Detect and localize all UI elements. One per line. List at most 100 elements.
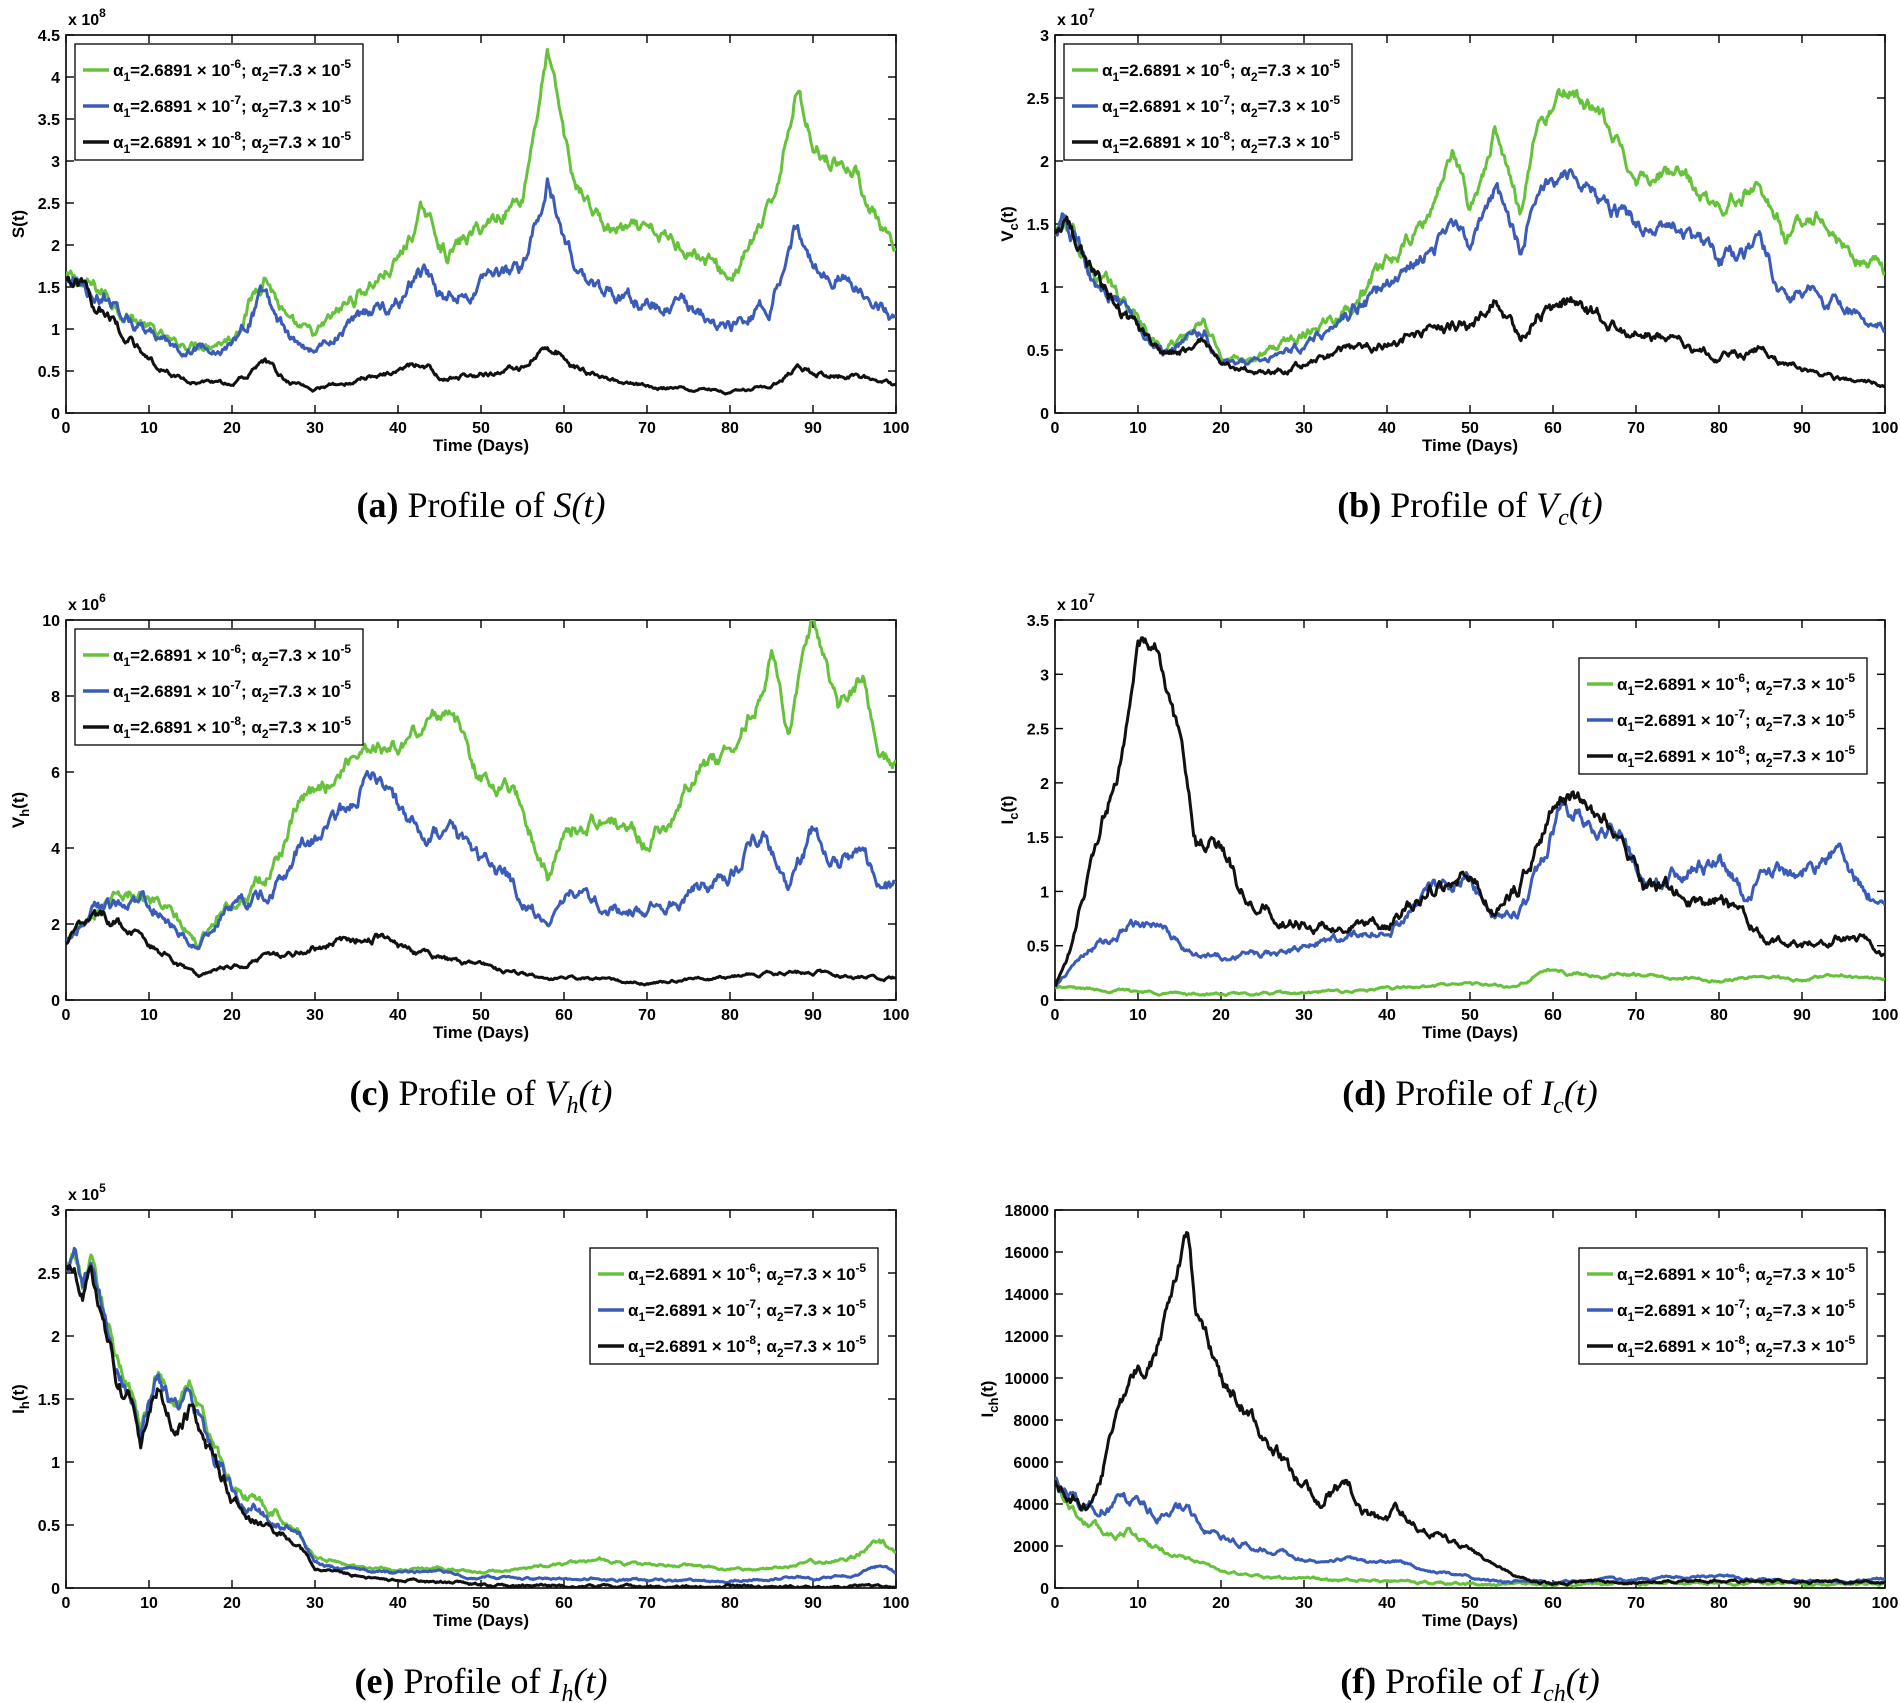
exp-a1: -8: [745, 1333, 756, 1347]
coef: =2.6891: [1634, 1301, 1696, 1320]
legend-box: [1578, 657, 1868, 775]
sub-1: 1: [1627, 1346, 1634, 1360]
sub-2: 2: [777, 1346, 784, 1360]
caption-sub: c: [1558, 505, 1569, 531]
y-tick-label: 1: [1040, 884, 1049, 901]
y-axis-label: Vh(t): [9, 792, 32, 828]
y-tick-label: 3: [51, 1203, 60, 1220]
exp-a2: -5: [1844, 743, 1855, 757]
alpha: α: [113, 61, 124, 80]
x-tick-label: 20: [1212, 420, 1230, 437]
times-ten-2: × 10: [1291, 97, 1329, 116]
exp-a2: -5: [1329, 129, 1340, 143]
x-tick-label: 40: [1378, 1007, 1396, 1024]
y-label-arg: (t): [998, 206, 1017, 223]
y-tick-label: 2000: [1013, 1539, 1049, 1556]
y-tick-label: 2: [51, 917, 60, 934]
y-tick-label: 2.5: [38, 1266, 60, 1283]
series-line-1: [66, 1252, 896, 1575]
y-tick-label: 0: [1040, 1581, 1049, 1598]
caption-prefix: Profile of: [395, 1661, 550, 1701]
times-ten: × 10: [1696, 675, 1734, 694]
alpha: α: [1617, 711, 1628, 730]
coef-2: =7.3: [784, 1337, 818, 1356]
alpha-2: ; α: [756, 1337, 777, 1356]
legend-entry-2: α1=2.6891 × 10-7; α2=7.3 × 10-5: [1102, 93, 1340, 120]
y-label-main: I: [978, 1413, 997, 1418]
sub-2: 2: [262, 691, 269, 705]
caption-label: (a): [357, 485, 399, 525]
legend-entry-2: α1=2.6891 × 10-7; α2=7.3 × 10-5: [628, 1297, 866, 1324]
x-axis-label: Time (Days): [433, 1023, 529, 1042]
alpha: α: [1102, 97, 1113, 116]
x-tick-label: 20: [223, 1007, 241, 1024]
series-line-3: [66, 1264, 896, 1588]
exp-a1: -8: [1734, 1333, 1745, 1347]
exp-a2: -5: [340, 129, 351, 143]
series-line-2: [1055, 168, 1885, 366]
sub-2: 2: [262, 142, 269, 156]
times-ten: × 10: [1696, 1337, 1734, 1356]
exp-a1: -8: [1219, 129, 1230, 143]
exp-a2: -5: [855, 1297, 866, 1311]
legend-entry-3: α1=2.6891 × 10-8; α2=7.3 × 10-5: [113, 129, 351, 156]
caption-arg: (t): [1569, 485, 1603, 525]
x-tick-label: 100: [1872, 420, 1899, 437]
exponent-base: x 10: [68, 12, 99, 29]
y-tick-label: 3: [51, 154, 60, 171]
y-tick-label: 4: [51, 70, 60, 87]
panel-caption: (f) Profile of Ich(t): [1340, 1661, 1600, 1703]
exponent-base: x 10: [68, 1187, 99, 1204]
coef-2: =7.3: [784, 1301, 818, 1320]
sub-1: 1: [1627, 1310, 1634, 1324]
alpha: α: [1617, 747, 1628, 766]
y-tick-label: 0: [51, 406, 60, 423]
panel-caption: (e) Profile of Ih(t): [355, 1661, 608, 1703]
coef-2: =7.3: [784, 1265, 818, 1284]
times-ten: × 10: [192, 61, 230, 80]
y-axis-label: S(t): [9, 210, 28, 238]
x-tick-label: 90: [804, 1007, 822, 1024]
x-tick-label: 80: [721, 1595, 739, 1612]
x-tick-label: 70: [638, 1595, 656, 1612]
exp-a2: -5: [1329, 57, 1340, 71]
coef-2: =7.3: [1258, 97, 1292, 116]
axis-exponent-label: x 105: [68, 1181, 106, 1204]
exponent-power: 5: [99, 1181, 106, 1195]
y-tick-label: 3.5: [38, 112, 60, 129]
coef-2: =7.3: [269, 718, 303, 737]
times-ten: × 10: [1696, 747, 1734, 766]
panel-caption: (b) Profile of Vc(t): [1337, 485, 1603, 531]
sub-1: 1: [1112, 106, 1119, 120]
y-tick-label: 2.5: [38, 196, 60, 213]
y-label-main: I: [998, 820, 1017, 825]
coef: =2.6891: [1119, 61, 1181, 80]
exp-a1: -7: [1219, 93, 1230, 107]
exp-a1: -8: [230, 714, 241, 728]
legend-box: [1063, 43, 1353, 161]
x-tick-label: 40: [389, 420, 407, 437]
exp-a1: -6: [1734, 1261, 1745, 1275]
alpha-2: ; α: [241, 718, 262, 737]
sub-1: 1: [1112, 142, 1119, 156]
y-label-sub: c: [1006, 813, 1021, 820]
x-tick-label: 70: [1627, 1595, 1645, 1612]
times-ten-2: × 10: [1806, 711, 1844, 730]
sub-1: 1: [638, 1346, 645, 1360]
exp-a1: -8: [230, 129, 241, 143]
sub-2: 2: [1251, 70, 1258, 84]
coef: =2.6891: [1119, 97, 1181, 116]
legend-box: [74, 628, 364, 746]
times-ten-2: × 10: [302, 133, 340, 152]
y-tick-label: 0: [51, 993, 60, 1010]
alpha-2: ; α: [1745, 1337, 1766, 1356]
y-tick-label: 2.5: [1027, 722, 1049, 739]
legend-entry-3: α1=2.6891 × 10-8; α2=7.3 × 10-5: [1617, 1333, 1855, 1360]
x-tick-label: 30: [306, 420, 324, 437]
series-line-3: [1055, 1231, 1885, 1587]
coef: =2.6891: [130, 682, 192, 701]
legend-box: [1578, 1247, 1868, 1365]
coef: =2.6891: [1634, 711, 1696, 730]
